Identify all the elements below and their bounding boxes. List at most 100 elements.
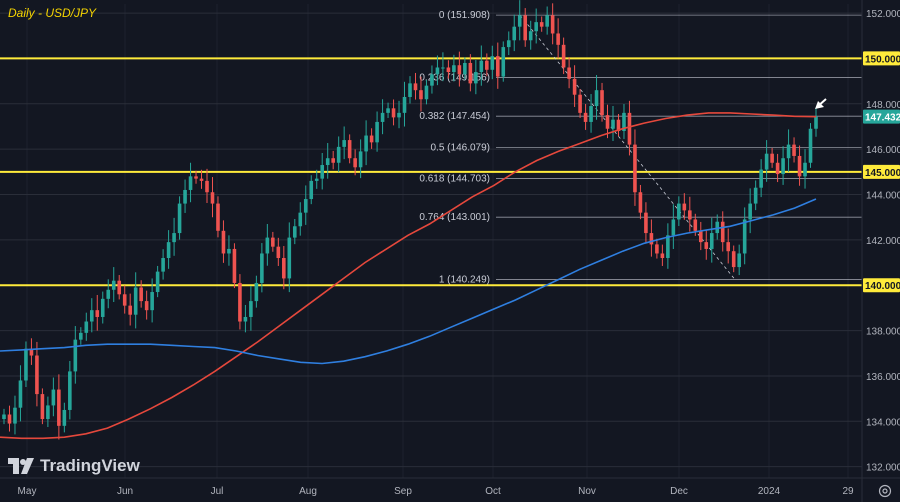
price-tag-label: 145.000 bbox=[865, 168, 900, 179]
candle bbox=[35, 341, 39, 407]
candle-body bbox=[463, 62, 467, 75]
candle-body bbox=[638, 192, 643, 213]
candle bbox=[638, 184, 643, 220]
candle bbox=[748, 188, 752, 234]
candle-body bbox=[523, 15, 528, 41]
candle bbox=[194, 170, 198, 184]
candle bbox=[572, 65, 577, 107]
price-tag-label: 147.432 bbox=[865, 113, 900, 124]
time-axis[interactable]: May Jun Jul Aug Sep Oct Nov Dec 2024 29 bbox=[0, 477, 900, 497]
candle bbox=[814, 107, 818, 137]
fib-level-label: 0.382 (147.454) bbox=[419, 111, 490, 122]
candle-body bbox=[605, 115, 610, 129]
candle bbox=[227, 235, 231, 266]
candle-body bbox=[331, 158, 335, 163]
candle-body bbox=[501, 47, 506, 77]
y-tick-label: 146.000 bbox=[866, 145, 900, 156]
candle bbox=[550, 3, 555, 45]
candle bbox=[205, 168, 209, 204]
candle-body bbox=[622, 112, 626, 132]
candle bbox=[501, 41, 506, 82]
tradingview-logo[interactable]: TradingView bbox=[8, 456, 140, 476]
candle bbox=[353, 149, 357, 176]
price-axis[interactable]: 152.000 150.000 148.000 146.000 144.000 142.0… bbox=[861, 0, 900, 502]
candle-body bbox=[578, 94, 582, 113]
candle-body bbox=[737, 253, 741, 268]
candle-body bbox=[485, 60, 489, 70]
candle bbox=[715, 214, 720, 240]
candle bbox=[792, 137, 796, 163]
moving-average-blue bbox=[0, 198, 817, 365]
x-tick-label: Oct bbox=[485, 486, 501, 497]
candle-body bbox=[314, 178, 319, 181]
candle bbox=[534, 8, 538, 44]
candle bbox=[314, 169, 319, 189]
candle bbox=[627, 100, 632, 156]
candle-body bbox=[748, 203, 752, 220]
candle bbox=[276, 237, 281, 266]
candle-body bbox=[479, 60, 484, 73]
horizontal-levels bbox=[0, 57, 862, 287]
candle bbox=[446, 60, 451, 79]
candle bbox=[320, 153, 325, 190]
candle bbox=[95, 294, 100, 331]
candle-body bbox=[572, 78, 577, 95]
candle-body bbox=[276, 246, 281, 259]
candle bbox=[567, 57, 571, 89]
candle bbox=[265, 223, 270, 266]
price-tag-label: 140.000 bbox=[865, 281, 900, 292]
candle bbox=[523, 8, 528, 47]
candle-body bbox=[775, 162, 780, 175]
candle-body bbox=[545, 15, 549, 27]
candle-body bbox=[133, 287, 138, 315]
candle-body bbox=[644, 212, 648, 234]
candle-body bbox=[282, 258, 286, 279]
candle-body bbox=[7, 414, 12, 424]
x-tick-label: 29 bbox=[842, 486, 854, 497]
candle bbox=[13, 395, 17, 435]
candle bbox=[150, 278, 154, 323]
candle bbox=[100, 291, 105, 324]
candle bbox=[139, 280, 143, 308]
candle bbox=[495, 42, 500, 89]
candle bbox=[786, 129, 791, 172]
candle bbox=[698, 221, 703, 251]
candle bbox=[358, 139, 363, 179]
candle bbox=[726, 228, 731, 264]
candle bbox=[468, 54, 473, 92]
candle-body bbox=[84, 321, 89, 333]
candle-body bbox=[336, 146, 341, 163]
candle bbox=[545, 6, 549, 35]
candle bbox=[282, 245, 286, 290]
x-tick-label: 2024 bbox=[758, 486, 781, 497]
candle-body bbox=[693, 219, 698, 231]
candle-body bbox=[627, 112, 632, 145]
candle-body bbox=[117, 280, 122, 295]
candle bbox=[633, 129, 637, 206]
candle bbox=[506, 31, 511, 56]
candle-body bbox=[188, 176, 193, 190]
tradingview-logo-icon bbox=[8, 458, 34, 474]
moving-averages bbox=[0, 112, 817, 440]
candle-body bbox=[709, 233, 714, 249]
candle bbox=[485, 53, 489, 77]
y-tick-label: 132.000 bbox=[866, 463, 900, 474]
candle bbox=[731, 245, 736, 273]
candle-body bbox=[380, 112, 385, 122]
candle bbox=[347, 134, 352, 164]
candle bbox=[292, 219, 297, 245]
fibonacci-retracement: 0 (151.908) 0.236 (149.156) 0.382 (147.454… bbox=[419, 10, 862, 286]
candle bbox=[419, 76, 423, 112]
candle bbox=[397, 100, 401, 129]
candle-body bbox=[79, 332, 83, 340]
settings-gear-icon[interactable] bbox=[878, 484, 892, 498]
candle bbox=[380, 99, 385, 135]
price-tag-label: 150.000 bbox=[865, 54, 900, 65]
candle bbox=[133, 272, 138, 329]
candle-body bbox=[770, 153, 774, 163]
candle bbox=[600, 82, 604, 122]
candle bbox=[413, 72, 418, 100]
candle bbox=[424, 79, 429, 105]
